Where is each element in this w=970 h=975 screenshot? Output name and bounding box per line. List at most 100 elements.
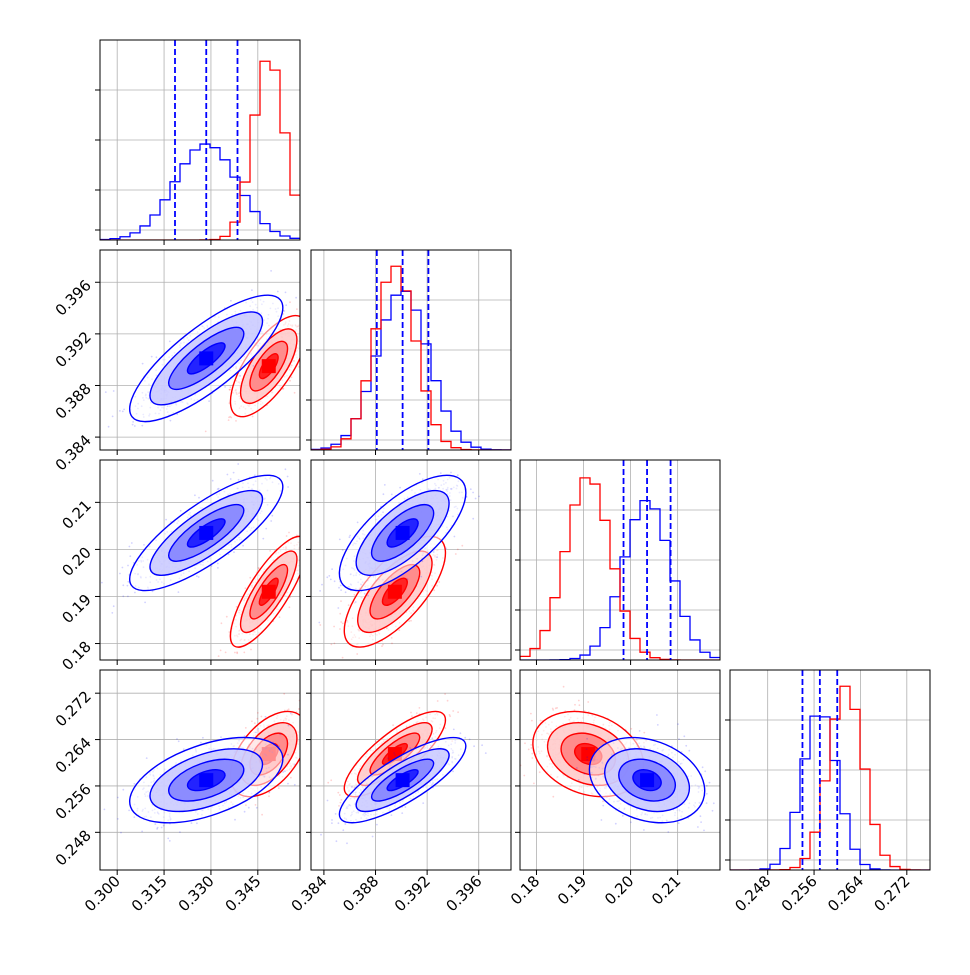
scatter-point bbox=[144, 602, 146, 604]
scatter-point bbox=[302, 343, 304, 345]
scatter-point bbox=[265, 528, 267, 530]
scatter-point bbox=[127, 581, 129, 583]
scatter-point bbox=[127, 565, 129, 567]
scatter-point bbox=[294, 392, 296, 394]
histogram-blue bbox=[100, 144, 300, 240]
scatter-point bbox=[230, 417, 232, 419]
scatter-point bbox=[301, 343, 303, 345]
scatter-point bbox=[303, 561, 305, 563]
scatter-point bbox=[277, 291, 279, 293]
scatter-point bbox=[270, 270, 272, 272]
x-tick-label: 0.264 bbox=[824, 872, 867, 915]
scatter-point bbox=[342, 549, 344, 551]
scatter-point bbox=[334, 643, 336, 645]
scatter-point bbox=[312, 308, 314, 310]
scatter-point bbox=[229, 389, 231, 391]
scatter-point bbox=[289, 301, 291, 303]
scatter-point bbox=[230, 386, 232, 388]
diagonal-panel-2 bbox=[520, 460, 720, 660]
scatter-point bbox=[303, 333, 305, 335]
x-tick-label: 0.272 bbox=[871, 872, 914, 915]
scatter-point bbox=[233, 551, 235, 553]
scatter-point bbox=[234, 652, 236, 654]
scatter-point bbox=[178, 591, 180, 593]
scatter-point bbox=[291, 376, 293, 378]
scatter-point bbox=[382, 644, 384, 646]
scatter-point bbox=[319, 624, 321, 626]
scatter-point bbox=[227, 474, 229, 476]
scatter-point bbox=[132, 424, 134, 426]
scatter-point bbox=[301, 553, 303, 555]
scatter-point bbox=[142, 363, 144, 365]
scatter-point bbox=[230, 478, 232, 480]
scatter-point bbox=[306, 550, 308, 552]
scatter-point bbox=[301, 560, 303, 562]
scatter-point bbox=[252, 365, 254, 367]
scatter-point bbox=[285, 292, 287, 294]
scatter-point bbox=[349, 535, 351, 537]
scatter-point bbox=[165, 519, 167, 521]
scatter-point bbox=[205, 431, 207, 433]
y-tick-label: 0.388 bbox=[52, 380, 95, 423]
scatter-point bbox=[283, 388, 285, 390]
scatter-point bbox=[134, 592, 136, 594]
scatter-point bbox=[286, 535, 288, 537]
scatter-point bbox=[342, 623, 344, 625]
scatter-point bbox=[304, 548, 306, 550]
scatter-point bbox=[433, 589, 435, 591]
scatter-point bbox=[438, 581, 440, 583]
scatter-point bbox=[122, 595, 124, 597]
scatter-point bbox=[306, 331, 308, 333]
scatter-point bbox=[340, 600, 342, 602]
scatter-point bbox=[208, 400, 210, 402]
scatter-point bbox=[287, 486, 289, 488]
scatter-point bbox=[119, 573, 121, 575]
scatter-point bbox=[287, 454, 289, 456]
scatter-point bbox=[228, 417, 230, 419]
scatter-point bbox=[303, 337, 305, 339]
scatter-point bbox=[283, 310, 285, 312]
scatter-point bbox=[305, 344, 307, 346]
scatter-point bbox=[334, 580, 336, 582]
scatter-point bbox=[224, 386, 226, 388]
scatter-point bbox=[217, 563, 219, 565]
x-tick-label: 0.248 bbox=[731, 872, 774, 915]
scatter-point bbox=[304, 555, 306, 557]
scatter-point bbox=[143, 544, 145, 546]
scatter-point bbox=[198, 576, 200, 578]
scatter-point bbox=[122, 567, 124, 569]
scatter-point bbox=[217, 567, 219, 569]
scatter-point bbox=[119, 410, 121, 412]
scatter-point bbox=[221, 622, 223, 624]
scatter-point bbox=[249, 577, 251, 579]
scatter-point bbox=[218, 655, 220, 657]
scatter-point bbox=[251, 289, 253, 291]
scatter-point bbox=[315, 320, 317, 322]
scatter-point bbox=[304, 539, 306, 541]
scatter-point bbox=[321, 584, 323, 586]
scatter-point bbox=[357, 522, 359, 524]
scatter-point bbox=[461, 545, 463, 547]
diagonal-panel-0 bbox=[100, 40, 300, 240]
scatter-point bbox=[105, 391, 107, 393]
histogram-red bbox=[311, 266, 511, 450]
scatter-point bbox=[302, 543, 304, 545]
scatter-point bbox=[308, 527, 310, 529]
scatter-point bbox=[141, 425, 143, 427]
scatter-point bbox=[285, 304, 287, 306]
scatter-point bbox=[305, 544, 307, 546]
scatter-panel-2-0 bbox=[100, 453, 326, 660]
scatter-point bbox=[354, 594, 356, 596]
scatter-point bbox=[169, 341, 171, 343]
scatter-point bbox=[250, 649, 252, 651]
y-tick-label: 0.21 bbox=[58, 496, 94, 532]
diagonal-panel-3 bbox=[730, 670, 930, 870]
scatter-point bbox=[302, 363, 304, 365]
scatter-point bbox=[243, 652, 245, 654]
scatter-point bbox=[238, 479, 240, 481]
scatter-point bbox=[156, 356, 158, 358]
scatter-point bbox=[196, 575, 198, 577]
scatter-point bbox=[391, 637, 393, 639]
scatter-point bbox=[129, 546, 131, 548]
